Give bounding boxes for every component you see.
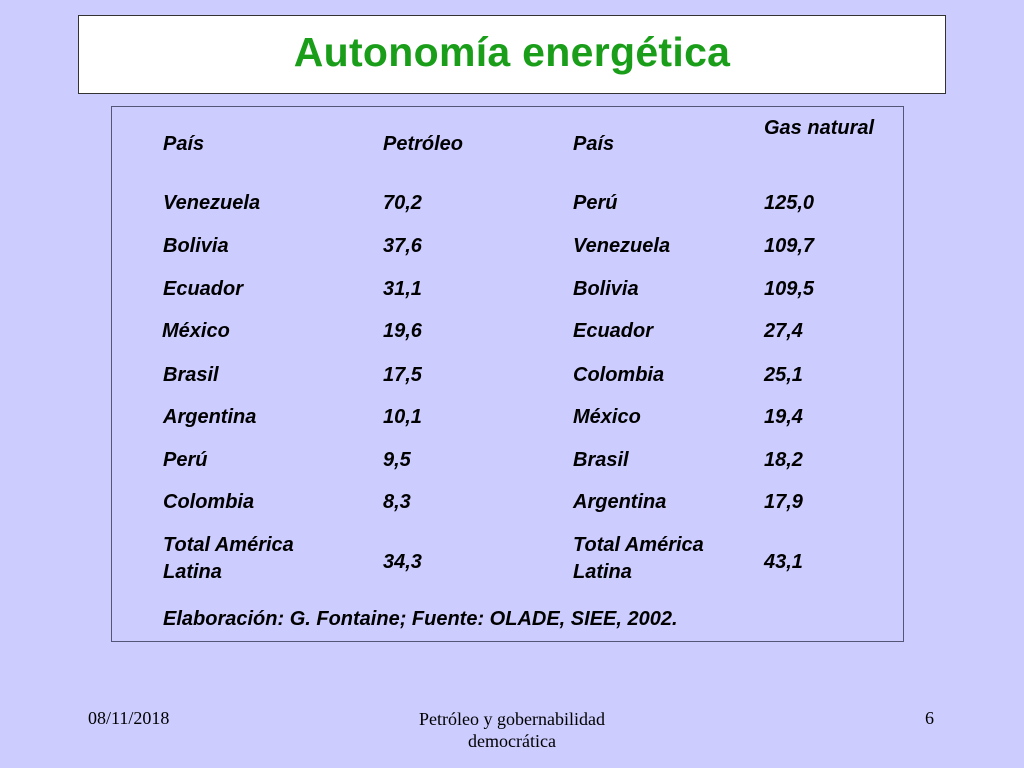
table-cell: 125,0	[764, 192, 815, 214]
table-cell: 70,2	[383, 192, 422, 214]
table-cell: 31,1	[383, 278, 422, 300]
table-cell: Bolivia	[573, 278, 639, 300]
table-cell: Argentina	[573, 491, 667, 513]
total-label-line1: Total América	[163, 534, 294, 556]
total-petroleo: 34,3	[383, 551, 422, 573]
table-cell: 25,1	[764, 364, 803, 386]
table-cell: 18,2	[764, 449, 803, 471]
table-cell: 27,4	[764, 320, 803, 342]
table-cell: Brasil	[163, 364, 219, 386]
table-cell: Bolivia	[163, 235, 229, 257]
total-label2-line2: Latina	[573, 561, 632, 583]
table-cell: 19,6	[383, 320, 422, 342]
header-petroleo: Petróleo	[383, 133, 464, 155]
table-cell: México	[162, 320, 230, 342]
table-cell: Venezuela	[573, 235, 671, 257]
table-cell: 17,9	[764, 491, 803, 513]
table-cell: Ecuador	[573, 320, 654, 342]
table-cell: Perú	[163, 449, 208, 471]
header-gas-natural: Gas natural	[764, 117, 875, 139]
table-cell: Ecuador	[163, 278, 244, 300]
table-cell: 10,1	[383, 406, 422, 428]
table-cell: 8,3	[383, 491, 411, 513]
title-box: Autonomía energética	[78, 15, 946, 94]
total-label-line2: Latina	[163, 561, 222, 583]
table-cell: Colombia	[163, 491, 255, 513]
table-cell: 109,7	[764, 235, 815, 257]
table-cell: Perú	[573, 192, 618, 214]
total-gas: 43,1	[764, 551, 803, 573]
footer-title-line1: Petróleo y gobernabilidad	[419, 709, 605, 729]
table-cell: Brasil	[573, 449, 629, 471]
table-cell: Argentina	[163, 406, 257, 428]
table-cell: 37,6	[383, 235, 422, 257]
table-cell: 109,5	[764, 278, 815, 300]
slide-title: Autonomía energética	[293, 29, 731, 75]
header-pais-2: País	[573, 133, 615, 155]
table-cell: 19,4	[764, 406, 803, 428]
footer-date: 08/11/2018	[88, 708, 170, 728]
table-cell: Colombia	[573, 364, 665, 386]
footer-title-line2: democrática	[468, 731, 556, 751]
table-cell: Venezuela	[163, 192, 261, 214]
table-cell: 9,5	[383, 449, 411, 471]
table-cell: México	[573, 406, 641, 428]
page-number: 6	[925, 708, 934, 728]
data-table: País Petróleo País Gas natural Venezuela…	[111, 106, 904, 642]
total-label2-line1: Total América	[573, 534, 704, 556]
table-cell: 17,5	[383, 364, 422, 386]
header-pais-1: País	[163, 133, 205, 155]
footer-title: Petróleo y gobernabilidad democrática	[392, 708, 632, 752]
source-note: Elaboración: G. Fontaine; Fuente: OLADE,…	[163, 608, 678, 630]
